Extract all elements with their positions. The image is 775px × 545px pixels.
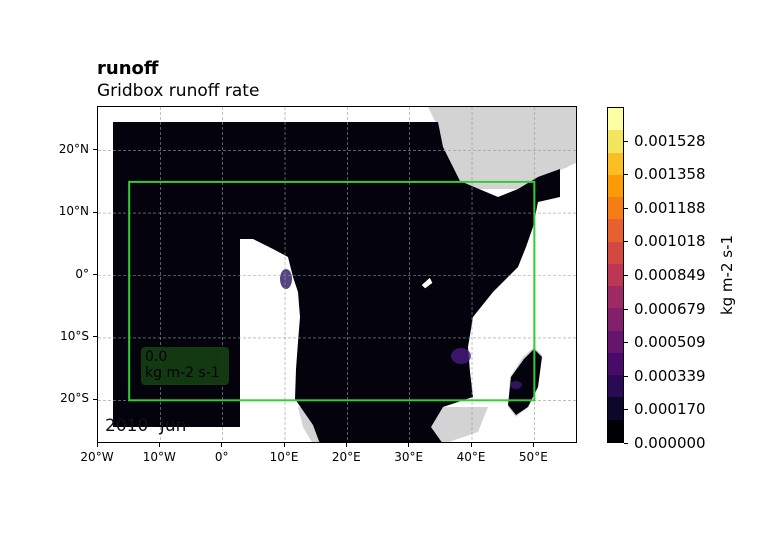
runoff-anomaly-madagascar: [510, 381, 522, 389]
colorbar-tick: [624, 443, 628, 444]
colorbar-tick: [624, 241, 628, 243]
colorbar-segment: [608, 130, 623, 153]
colorbar-tick-label: 0.000679: [634, 299, 706, 318]
x-tick-mark: [221, 443, 223, 447]
colorbar-tick: [624, 140, 628, 142]
x-tick-label: 0°: [214, 450, 229, 464]
colorbar-tick-label: 0.000509: [634, 333, 706, 352]
y-tick-mark: [93, 398, 97, 400]
x-tick-mark: [470, 443, 472, 447]
colorbar-segment: [608, 241, 623, 264]
runoff-anomaly-gabon: [280, 269, 292, 289]
gridlines: [98, 107, 576, 442]
colorbar-segment: [608, 375, 623, 398]
runoff-anomaly-kenya: [451, 348, 471, 364]
colorbar-tick: [624, 308, 628, 310]
y-tick-mark: [93, 149, 97, 151]
colorbar-segment: [608, 197, 623, 220]
y-tick-mark: [93, 274, 97, 275]
map-canvas: [98, 107, 576, 442]
x-tick-label: 30°E: [394, 450, 424, 464]
colorbar-segment: [608, 174, 623, 198]
colorbar-tick-label: 0.000339: [634, 366, 706, 385]
y-tick-label: 20°S: [60, 391, 89, 406]
colorbar-segment: [608, 330, 623, 353]
field-units: kg m-2 s-1: [145, 365, 220, 381]
y-tick-label: 0°: [75, 266, 89, 281]
colorbar-segment: [608, 263, 623, 287]
colorbar-tick: [624, 174, 628, 176]
colorbar-tick-label: 0.000000: [634, 434, 706, 452]
lake-victoria: [420, 276, 434, 290]
field-value: 0.0: [145, 349, 168, 365]
x-tick-label: 40°E: [456, 450, 486, 464]
x-tick-label: 10°W: [142, 450, 176, 464]
colorbar-tick: [624, 207, 628, 209]
x-tick-mark: [96, 443, 98, 447]
colorbar-segment: [608, 419, 623, 442]
figure-title: runoff: [97, 58, 159, 79]
colorbar-segment: [608, 219, 623, 242]
x-tick-mark: [408, 443, 410, 447]
x-tick-mark: [345, 443, 347, 447]
colorbar-tick: [624, 275, 628, 276]
y-tick-label: 20°N: [58, 141, 89, 156]
date-label: 2010- Jun: [105, 416, 187, 436]
colorbar: [607, 107, 624, 443]
x-tick-mark: [283, 443, 285, 447]
field-info-box: 0.0 kg m-2 s-1: [141, 347, 229, 385]
x-tick-label: 20°E: [331, 450, 361, 464]
colorbar-tick-label: 0.001528: [634, 131, 706, 150]
y-tick-mark: [93, 336, 97, 338]
y-tick-mark: [93, 211, 97, 213]
colorbar-segment: [608, 152, 623, 175]
x-tick-mark: [532, 443, 534, 447]
map-panel: [97, 106, 577, 443]
colorbar-tick-label: 0.000170: [634, 400, 706, 419]
colorbar-segment: [608, 286, 623, 309]
land-arabia: [468, 107, 576, 187]
colorbar-segment: [608, 108, 623, 131]
colorbar-tick-label: 0.000849: [634, 266, 706, 284]
y-tick-label: 10°S: [60, 328, 89, 343]
region-box: [128, 180, 536, 402]
x-tick-label: 20°W: [80, 450, 114, 464]
x-tick-mark: [158, 443, 160, 447]
land-north-africa: [98, 107, 576, 189]
colorbar-tick-label: 0.001018: [634, 232, 706, 251]
colorbar-tick: [624, 342, 628, 344]
x-tick-label: 10°E: [269, 450, 299, 464]
colorbar-tick: [624, 375, 628, 377]
colorbar-segment: [608, 308, 623, 331]
colorbar-segment: [608, 397, 623, 420]
figure-subtitle: Gridbox runoff rate: [97, 81, 260, 101]
colorbar-segment: [608, 352, 623, 376]
colorbar-tick-label: 0.001188: [634, 198, 706, 217]
colorbar-label: kg m-2 s-1: [718, 234, 736, 316]
colorbar-tick: [624, 409, 628, 411]
colorbar-tick-label: 0.001358: [634, 165, 706, 184]
y-tick-label: 10°N: [58, 204, 89, 219]
x-tick-label: 50°E: [518, 450, 548, 464]
lake-victoria-shape: [420, 276, 434, 290]
